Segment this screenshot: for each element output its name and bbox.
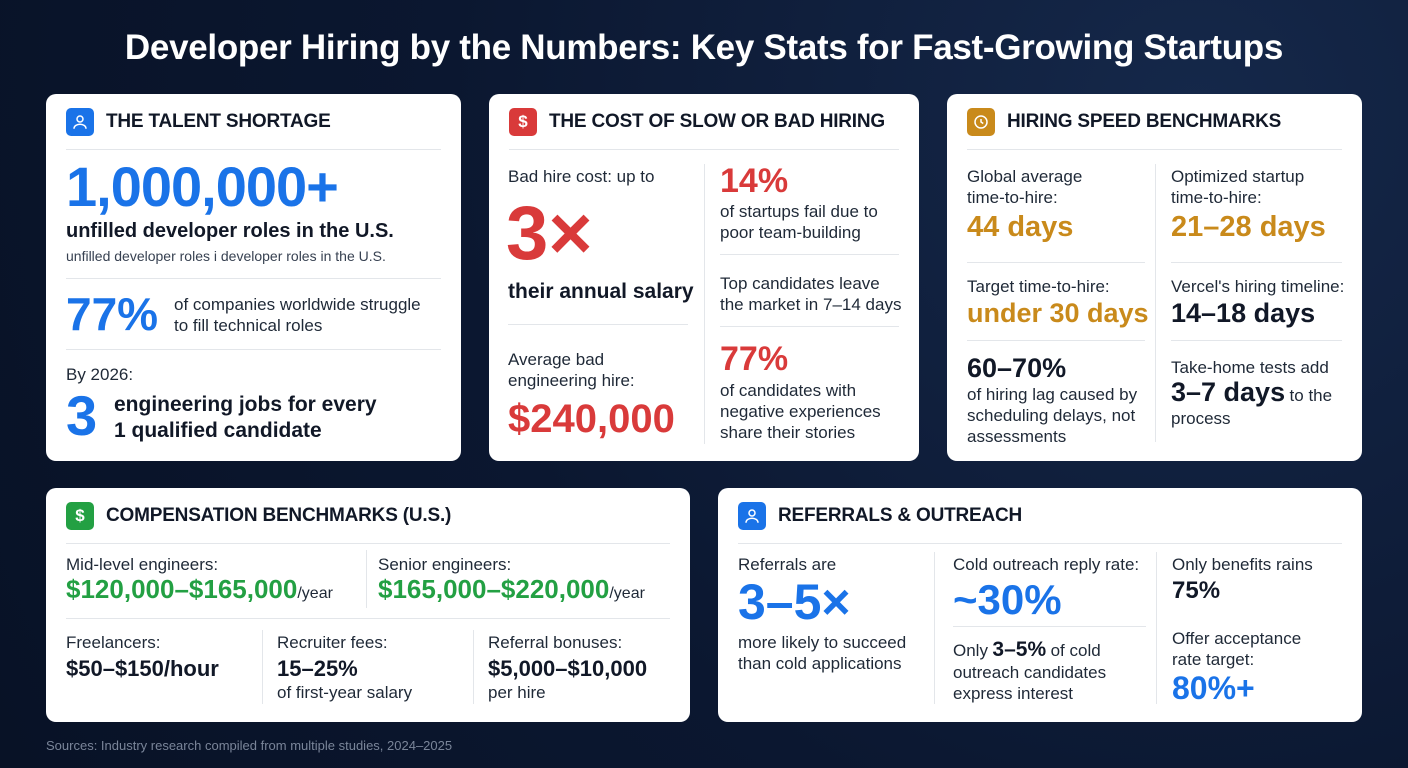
benefits-label: Only benefits rains bbox=[1172, 555, 1313, 574]
only-caption: outreach candidates express interest bbox=[953, 663, 1107, 703]
lag-pct: 60–70% bbox=[967, 353, 1067, 383]
recruiter-value: 15–25% bbox=[277, 656, 358, 681]
freelancer-value: $50–$150/hour bbox=[66, 656, 219, 681]
freelancer-label: Freelancers: bbox=[66, 633, 161, 652]
offer-value: 80%+ bbox=[1172, 670, 1255, 706]
recruiter-caption: of first-year salary bbox=[277, 683, 413, 702]
card-title: THE TALENT SHORTAGE bbox=[106, 110, 331, 132]
neg-caption: of candidates with negative experiences … bbox=[720, 381, 881, 442]
sources-note: Sources: Industry research compiled from… bbox=[46, 738, 453, 753]
mid-line: $120,000–$165,000/year bbox=[66, 574, 333, 604]
avg-value: $240,000 bbox=[508, 397, 675, 441]
by-year: By 2026: bbox=[66, 365, 134, 384]
card-header: THE TALENT SHORTAGE bbox=[66, 94, 441, 150]
card-title: THE COST OF SLOW OR BAD HIRING bbox=[549, 110, 885, 132]
cold-label: Cold outreach reply rate: bbox=[953, 555, 1140, 574]
card-header: REFERRALS & OUTREACH bbox=[738, 488, 1342, 544]
fail-pct: 14% bbox=[720, 162, 789, 200]
jobs-number: 3 bbox=[66, 384, 98, 447]
compensation-card: $ COMPENSATION BENCHMARKS (U.S.) Mid-lev… bbox=[46, 488, 690, 722]
card-title: HIRING SPEED BENCHMARKS bbox=[1007, 110, 1282, 132]
vercel-value: 14–18 days bbox=[1171, 298, 1316, 328]
card-header: $ COMPENSATION BENCHMARKS (U.S.) bbox=[66, 488, 670, 544]
referrals-caption: more likely to succeed than cold applica… bbox=[738, 633, 907, 673]
referral-bonus-value: $5,000–$10,000 bbox=[488, 656, 648, 681]
talent-shortage-card: THE TALENT SHORTAGE 1,000,000+ unfilled … bbox=[46, 94, 461, 461]
multiplier-value: 3× bbox=[506, 191, 593, 276]
referral-bonus-caption: per hire bbox=[488, 683, 546, 702]
global-label: Global average time-to-hire: bbox=[967, 167, 1083, 207]
card-title: REFERRALS & OUTREACH bbox=[778, 504, 1023, 526]
referrals-value: 3–5× bbox=[738, 574, 851, 630]
benefits-value: 75% bbox=[1172, 577, 1221, 604]
pct-caption: of companies worldwide struggle to fill … bbox=[174, 295, 421, 335]
vercel-label: Vercel's hiring timeline: bbox=[1171, 277, 1345, 296]
target-label: Target time-to-hire: bbox=[967, 277, 1110, 296]
lag-caption: of hiring lag caused by scheduling delay… bbox=[967, 385, 1138, 446]
big-caption: unfilled developer roles in the U.S. bbox=[66, 220, 394, 242]
offer-label: Offer acceptance rate target: bbox=[1172, 629, 1302, 669]
senior-line: $165,000–$220,000/year bbox=[378, 574, 645, 604]
takehome-line: 3–7 days to the bbox=[1171, 377, 1333, 407]
referrals-label: Referrals are bbox=[738, 555, 837, 574]
global-value: 44 days bbox=[967, 211, 1074, 243]
multiplier-caption: their annual salary bbox=[508, 280, 694, 303]
senior-label: Senior engineers: bbox=[378, 555, 512, 574]
leave-caption: Top candidates leave the market in 7–14 … bbox=[720, 274, 902, 314]
optimized-value: 21–28 days bbox=[1171, 211, 1326, 243]
page-title: Developer Hiring by the Numbers: Key Sta… bbox=[124, 28, 1284, 67]
clock-icon bbox=[967, 107, 995, 136]
person-icon bbox=[738, 501, 766, 530]
person-icon bbox=[66, 107, 94, 136]
referrals-card: REFERRALS & OUTREACH Referrals are 3–5× … bbox=[718, 488, 1362, 722]
sub-caption: unfilled developer roles i developer rol… bbox=[66, 248, 386, 264]
referral-bonus-label: Referral bonuses: bbox=[488, 633, 623, 652]
takehome-label: Take-home tests add bbox=[1171, 358, 1329, 377]
optimized-label: Optimized startup time-to-hire: bbox=[1171, 167, 1305, 207]
card-header: HIRING SPEED BENCHMARKS bbox=[967, 94, 1342, 150]
card-header: $ THE COST OF SLOW OR BAD HIRING bbox=[509, 94, 899, 150]
bad-hire-label: Bad hire cost: up to bbox=[508, 167, 655, 186]
dollar-icon: $ bbox=[66, 501, 94, 530]
dollar-icon: $ bbox=[509, 107, 537, 136]
target-value: under 30 days bbox=[967, 298, 1149, 328]
fail-caption: of startups fail due to poor team-buildi… bbox=[720, 202, 878, 242]
pct-value: 77% bbox=[66, 288, 159, 340]
recruiter-label: Recruiter fees: bbox=[277, 633, 388, 652]
speed-card: HIRING SPEED BENCHMARKS Global average t… bbox=[947, 94, 1362, 461]
neg-pct: 77% bbox=[720, 340, 789, 378]
only-line: Only 3–5% of cold bbox=[953, 638, 1101, 661]
cost-card: $ THE COST OF SLOW OR BAD HIRING Bad hir… bbox=[489, 94, 919, 461]
cold-value: ~30% bbox=[953, 576, 1062, 623]
card-title: COMPENSATION BENCHMARKS (U.S.) bbox=[106, 504, 452, 526]
avg-label: Average bad engineering hire: bbox=[508, 350, 635, 390]
jobs-caption: engineering jobs for every 1 qualified c… bbox=[114, 393, 377, 442]
big-number: 1,000,000+ bbox=[66, 155, 339, 218]
mid-label: Mid-level engineers: bbox=[66, 555, 219, 574]
takehome-caption: process bbox=[1171, 409, 1231, 428]
